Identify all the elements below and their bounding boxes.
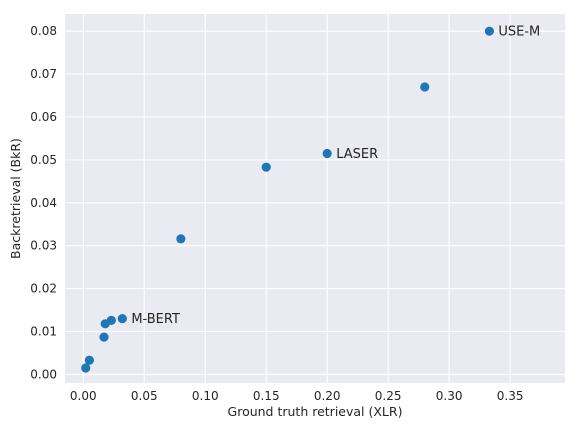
x-tick-label: 0.30 <box>436 389 463 403</box>
data-points <box>81 26 494 373</box>
data-point <box>261 162 271 172</box>
x-tick-label: 0.05 <box>131 389 158 403</box>
data-point <box>322 148 332 159</box>
tick-labels: 0.00 0.05 0.10 0.15 0.20 0.25 0.30 0.35 0.00 0.01… <box>30 24 523 403</box>
x-axis-label: Ground truth retrieval (XLR) <box>228 404 403 419</box>
data-point <box>81 363 91 373</box>
point-annotation: USE-M <box>498 25 540 40</box>
data-point <box>106 315 116 325</box>
point-annotation: LASER <box>336 147 378 162</box>
x-tick-label: 0.20 <box>314 389 341 403</box>
data-point <box>484 26 494 36</box>
x-tick-label: 0.35 <box>497 389 524 403</box>
plot-area <box>65 14 565 383</box>
y-tick-label: 0.06 <box>30 110 57 124</box>
y-tick-label: 0.00 <box>30 367 57 381</box>
y-tick-label: 0.05 <box>30 153 57 167</box>
y-tick-label: 0.02 <box>30 282 57 296</box>
data-point <box>84 355 94 365</box>
y-tick-label: 0.01 <box>30 325 57 339</box>
x-tick-label: 0.25 <box>375 389 402 403</box>
grid-lines <box>65 14 565 383</box>
data-point <box>99 332 109 342</box>
data-point <box>117 314 127 324</box>
y-tick-label: 0.07 <box>30 67 57 81</box>
y-tick-label: 0.03 <box>30 239 57 253</box>
annotations: M-BERT LASER USE-M <box>131 25 540 327</box>
x-tick-label: 0.00 <box>70 389 97 403</box>
y-tick-label: 0.04 <box>30 196 57 210</box>
y-tick-label: 0.08 <box>30 24 57 38</box>
data-point <box>176 234 186 244</box>
point-annotation: M-BERT <box>131 312 180 327</box>
x-tick-label: 0.15 <box>253 389 280 403</box>
data-point <box>420 82 430 92</box>
x-tick-label: 0.10 <box>192 389 219 403</box>
y-axis-label: Backretrieval (BkR) <box>8 138 23 259</box>
